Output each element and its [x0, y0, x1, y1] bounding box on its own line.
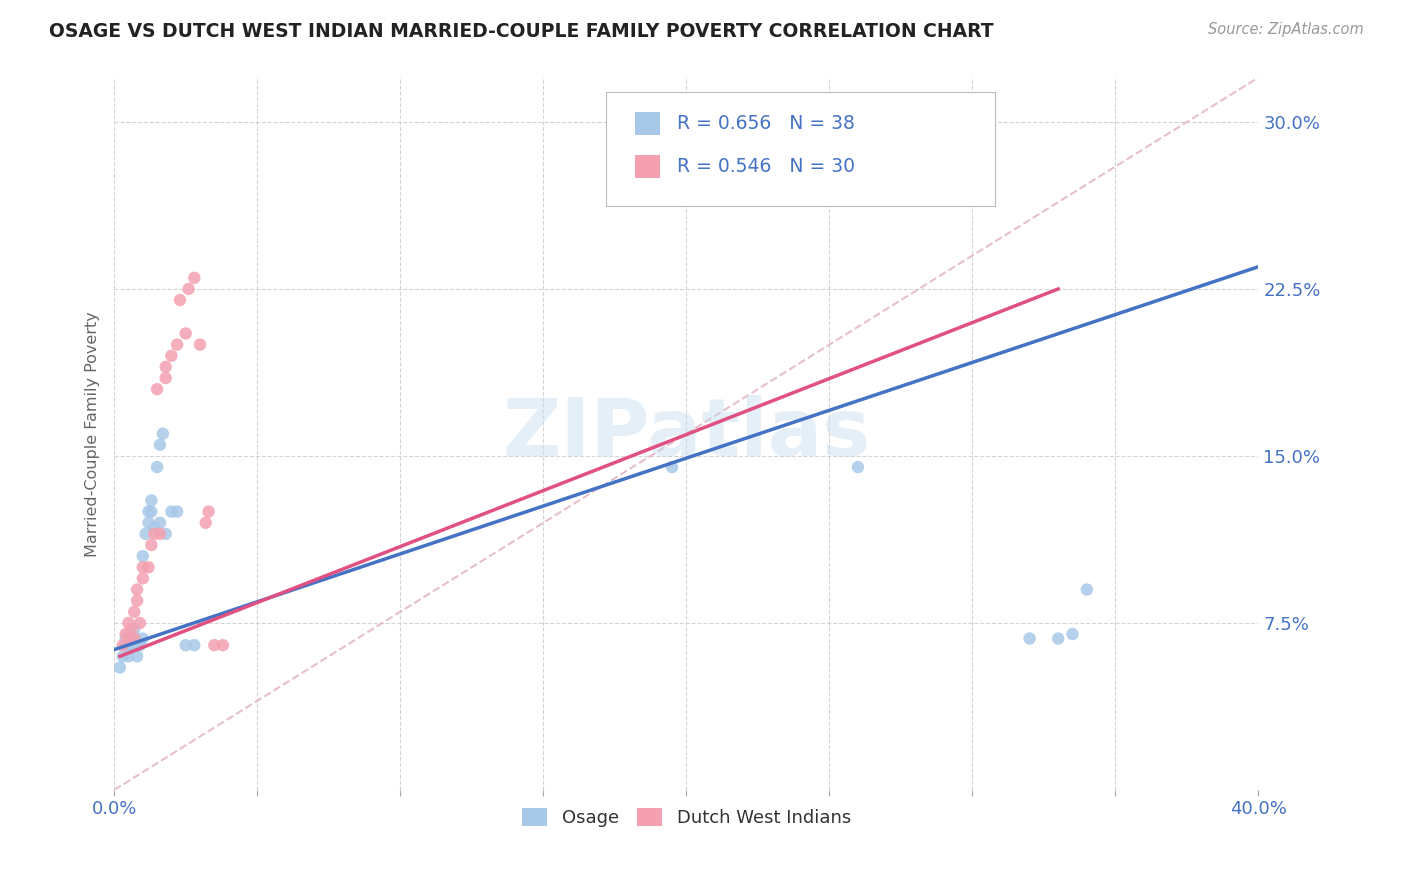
Point: [160, 349, 183, 363]
Point: [661, 460, 683, 475]
Point: [117, 632, 139, 646]
Point: [120, 638, 142, 652]
Text: R = 0.546   N = 30: R = 0.546 N = 30: [678, 157, 855, 176]
Point: [155, 359, 177, 374]
Point: [125, 649, 148, 664]
Point: [1062, 627, 1084, 641]
Point: [108, 660, 131, 674]
Point: [149, 438, 172, 452]
Y-axis label: Married-Couple Family Poverty: Married-Couple Family Poverty: [86, 310, 100, 557]
Point: [152, 426, 174, 441]
Point: [160, 505, 183, 519]
FancyBboxPatch shape: [636, 155, 659, 178]
Text: OSAGE VS DUTCH WEST INDIAN MARRIED-COUPLE FAMILY POVERTY CORRELATION CHART: OSAGE VS DUTCH WEST INDIAN MARRIED-COUPL…: [49, 22, 994, 41]
Point: [125, 582, 148, 597]
Point: [169, 293, 191, 307]
Point: [122, 638, 145, 652]
Point: [212, 638, 235, 652]
Point: [141, 493, 163, 508]
Point: [141, 505, 163, 519]
Point: [202, 638, 225, 652]
Text: Source: ZipAtlas.com: Source: ZipAtlas.com: [1208, 22, 1364, 37]
Point: [143, 520, 166, 534]
Point: [143, 527, 166, 541]
Point: [146, 460, 169, 475]
Legend: Osage, Dutch West Indians: Osage, Dutch West Indians: [515, 800, 858, 834]
Point: [183, 638, 205, 652]
Point: [132, 549, 155, 563]
Point: [155, 371, 177, 385]
Point: [132, 632, 155, 646]
Point: [117, 627, 139, 641]
Point: [174, 638, 197, 652]
Point: [1047, 632, 1070, 646]
Point: [111, 649, 134, 664]
Point: [149, 516, 172, 530]
Point: [120, 632, 142, 646]
Point: [194, 516, 217, 530]
Point: [138, 516, 160, 530]
Point: [1076, 582, 1098, 597]
FancyBboxPatch shape: [606, 92, 995, 206]
Point: [122, 623, 145, 637]
Point: [117, 649, 139, 664]
FancyBboxPatch shape: [636, 112, 659, 136]
Text: ZIPatlas: ZIPatlas: [502, 394, 870, 473]
Point: [149, 527, 172, 541]
Point: [129, 615, 152, 630]
Point: [114, 627, 136, 641]
Point: [122, 605, 145, 619]
Point: [183, 270, 205, 285]
Point: [117, 638, 139, 652]
Text: R = 0.656   N = 38: R = 0.656 N = 38: [678, 114, 855, 133]
Point: [174, 326, 197, 341]
Point: [155, 527, 177, 541]
Point: [146, 382, 169, 396]
Point: [135, 527, 157, 541]
Point: [125, 593, 148, 607]
Point: [177, 282, 200, 296]
Point: [846, 460, 869, 475]
Point: [117, 615, 139, 630]
Point: [125, 638, 148, 652]
Point: [166, 337, 188, 351]
Point: [141, 538, 163, 552]
Point: [188, 337, 211, 351]
Point: [138, 505, 160, 519]
Point: [114, 638, 136, 652]
Point: [132, 571, 155, 585]
Point: [129, 638, 152, 652]
Point: [114, 632, 136, 646]
Point: [1018, 632, 1040, 646]
Point: [122, 632, 145, 646]
Point: [132, 560, 155, 574]
Point: [138, 560, 160, 574]
Point: [120, 623, 142, 637]
Point: [111, 638, 134, 652]
Point: [122, 632, 145, 646]
Point: [197, 505, 219, 519]
Point: [166, 505, 188, 519]
